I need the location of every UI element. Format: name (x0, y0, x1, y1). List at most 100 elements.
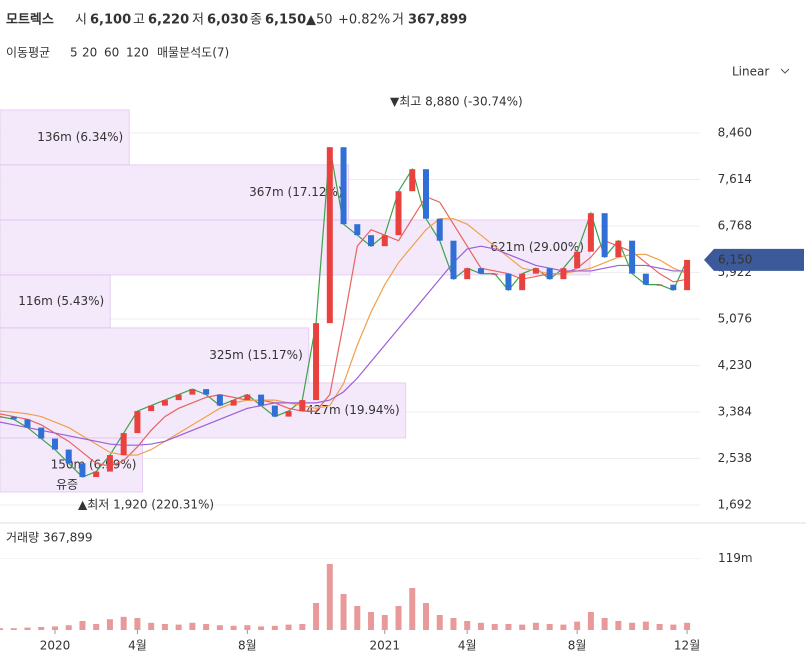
high-annotation: ▼최고 8,880 (-30.74%) (390, 95, 523, 109)
candle (615, 240, 622, 258)
stock-name: 모트렉스 (6, 12, 54, 28)
candle (313, 323, 320, 401)
volume-bar (464, 621, 471, 630)
volume-bar (161, 624, 168, 630)
candle (546, 268, 553, 280)
volume-bar (271, 625, 278, 630)
profile-label: 116m (5.43%) (18, 294, 104, 308)
x-tick-label: 2021 (369, 639, 400, 653)
candle (368, 235, 375, 247)
volume-bar (285, 624, 292, 630)
candle (93, 471, 100, 478)
volume-bar (560, 624, 567, 630)
volume-bar (395, 606, 402, 630)
volume-bar (670, 624, 677, 630)
volume-label: 거 (392, 13, 404, 28)
candle (381, 235, 388, 247)
volume-bar (477, 622, 484, 630)
close: 6,150 (265, 13, 306, 28)
candle (642, 273, 649, 285)
candle (560, 268, 567, 280)
candle (285, 411, 292, 417)
volume-bar (24, 627, 31, 630)
candle (148, 405, 155, 412)
candle (271, 405, 278, 417)
volume: 367,899 (408, 13, 467, 28)
x-tick-label: 4월 (128, 639, 147, 653)
candle (10, 416, 17, 420)
candle (601, 213, 608, 258)
event-label: 유증 (56, 478, 78, 492)
volume-bar (368, 612, 375, 630)
candle (65, 449, 72, 464)
candle (0, 416, 3, 418)
moving-average (0, 218, 688, 456)
candle (106, 455, 113, 472)
volume-bar (601, 618, 608, 630)
candle (354, 224, 361, 236)
volume-bar (587, 612, 594, 630)
candle (134, 411, 141, 434)
candle (436, 218, 443, 241)
volume-bar (93, 624, 100, 630)
volume-title: 거래량 367,899 (6, 531, 93, 545)
volume-bar (216, 625, 223, 630)
volume-profile-band (0, 437, 143, 493)
candle (216, 394, 223, 406)
profile-label: 367m (17.12%) (249, 185, 343, 199)
volume-bar (326, 564, 333, 630)
candle (258, 394, 265, 406)
volume-bar (10, 628, 17, 630)
candle (464, 268, 471, 280)
volume-bar (615, 621, 622, 630)
y-tick-label: 3,384 (718, 404, 752, 418)
candle (450, 240, 457, 280)
volume-bar (51, 626, 58, 630)
volume-bar (505, 624, 512, 630)
candle (477, 268, 484, 274)
legend-entry: 20 (82, 46, 97, 60)
x-tick-label: 2020 (40, 639, 71, 653)
volume-bar (422, 603, 429, 630)
candle (244, 394, 251, 401)
y-tick-label: 119m (718, 551, 753, 565)
y-tick-label: 1,692 (718, 497, 752, 511)
candle (670, 284, 677, 291)
high: 6,220 (148, 13, 189, 28)
profile-label: 150m (6.99%) (51, 457, 137, 471)
volume-bar (65, 625, 72, 630)
volume-profile-band (0, 327, 310, 384)
candle (203, 389, 210, 395)
volume-bar (203, 624, 210, 630)
open-label: 시 (75, 13, 87, 28)
price-tag-label: 6,150 (718, 252, 752, 266)
legend-entry: 60 (104, 46, 119, 60)
volume-bar (148, 622, 155, 630)
volume-bar (0, 628, 3, 630)
volume-bar (491, 624, 498, 630)
candle (519, 273, 526, 291)
volume-bar (230, 625, 237, 630)
volume-bar (684, 622, 691, 630)
candle (51, 438, 58, 450)
volume-bar (656, 624, 663, 630)
candle (629, 240, 636, 274)
scale-mode[interactable]: Linear (732, 65, 769, 79)
candle (532, 268, 539, 274)
profile-label: 621m (29.00%) (490, 240, 584, 254)
ma-legend: 5 20 60 120 (70, 46, 149, 60)
change: ▲50 (306, 13, 333, 28)
volume-bar (450, 618, 457, 630)
price-tag (704, 248, 804, 271)
y-tick-label: 2,538 (718, 451, 752, 465)
y-tick-label: 4,230 (718, 358, 752, 372)
y-tick-label: 5,076 (718, 311, 752, 325)
candle (161, 400, 168, 406)
y-tick-label: 6,768 (718, 218, 752, 232)
x-tick-label: 12월 (674, 639, 700, 653)
volume-bar (244, 625, 251, 630)
moving-average (0, 245, 688, 446)
x-tick-label: 4월 (458, 639, 477, 653)
moving-average (0, 195, 688, 467)
profile-label[interactable]: 매물분석도(7) (157, 46, 229, 60)
